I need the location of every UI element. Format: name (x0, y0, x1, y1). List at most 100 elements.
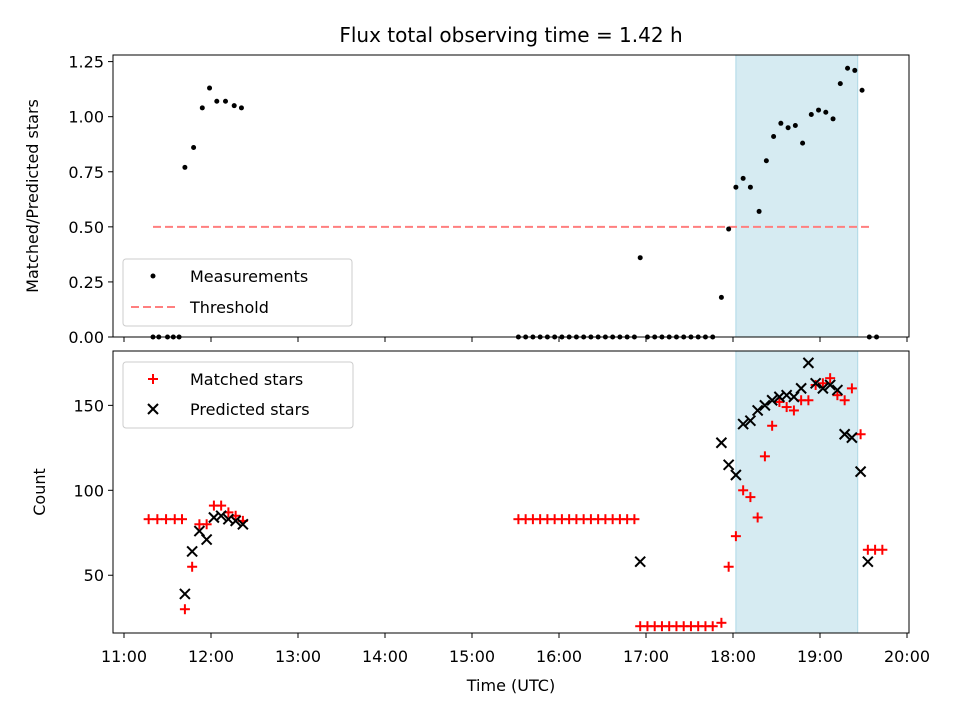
top-ytick-label: 0.25 (68, 273, 104, 292)
measurement-point (199, 105, 205, 111)
measurement-point (747, 184, 753, 190)
bottom-legend-frame (122, 361, 354, 429)
bottom-ytick-label: 50 (84, 566, 104, 585)
top-ytick-label: 0.00 (68, 328, 104, 347)
measurement-point (637, 255, 643, 261)
matched-point (774, 396, 785, 407)
legend-predicted: Predicted stars (190, 400, 310, 419)
legend-matched: Matched stars (190, 370, 303, 389)
matched-point (767, 420, 778, 431)
bottom-ticks: 50 100 150 11:00 12:00 13:00 14:00 15:00 16:00 17… (73, 396, 930, 666)
measurement-point (823, 109, 829, 115)
matched-point (143, 514, 154, 525)
legend-plus (148, 374, 158, 384)
predicted-point (722, 459, 735, 471)
measurement-point (852, 67, 858, 73)
top-ytick-label: 1.00 (68, 108, 104, 127)
predicted-point (802, 357, 815, 369)
predicted-point (208, 511, 220, 524)
predicted-point (200, 533, 213, 546)
measurement-point (214, 98, 220, 104)
predicted-point (751, 404, 764, 417)
predicted-point (766, 394, 778, 406)
bottom-legend: Matched stars Predicted stars (122, 361, 354, 429)
predicted-point (795, 382, 807, 395)
measurement-point (845, 65, 851, 71)
predicted-point (237, 518, 249, 530)
ratio-panel: Flux total observing time = 1.42 h 0.000… (23, 23, 910, 347)
bottom-xtick-label: 13:00 (275, 647, 321, 666)
legend-predicted-marker (147, 403, 159, 415)
matched-point (177, 514, 187, 525)
measurement-point (800, 140, 806, 146)
predicted-point (179, 588, 191, 600)
top-ytick-label: 1.25 (68, 53, 104, 72)
matched-point (716, 617, 727, 628)
matched-point (738, 485, 749, 496)
measurement-point (238, 105, 244, 111)
matched-point (788, 405, 799, 416)
matched-point (825, 373, 836, 384)
measurement-point (859, 87, 865, 93)
matched-point (832, 390, 843, 401)
matched-point (629, 514, 640, 525)
predicted-point (854, 465, 867, 478)
legend-measurements: Measurements (190, 267, 308, 286)
matched-point (846, 383, 857, 394)
legend-cross (147, 403, 159, 415)
measurement-point (223, 98, 228, 104)
bottom-xtick-label: 16:00 (536, 647, 582, 666)
measurement-point (816, 107, 822, 113)
matched-point (752, 512, 763, 523)
bottom-xtick-label: 18:00 (710, 647, 756, 666)
matched-point (759, 451, 770, 462)
matched-point (707, 621, 718, 632)
predicted-point (229, 515, 242, 527)
predicted-point (186, 545, 198, 558)
top-highlight-span (735, 54, 859, 338)
matched-point (817, 378, 828, 389)
x-axis-label: Time (UTC) (466, 676, 555, 695)
predicted-point (715, 437, 728, 449)
bottom-xtick-label: 15:00 (449, 647, 495, 666)
matched-point (745, 492, 756, 503)
top-ticks: 0.00 0.25 0.50 0.75 1.00 1.25 (68, 53, 908, 347)
measurement-point (207, 85, 213, 91)
predicted-point (846, 431, 858, 444)
top-ylabel: Matched/Predicted stars (23, 99, 42, 293)
legend-matched-marker (148, 374, 158, 384)
bottom-xtick-label: 12:00 (188, 647, 234, 666)
predicted-point (215, 510, 227, 522)
measurement-point (231, 103, 237, 109)
measurement-point (771, 134, 777, 140)
chart-title: Flux total observing time = 1.42 h (339, 23, 682, 47)
predicted-point (634, 555, 646, 568)
measurement-point (837, 81, 843, 87)
top-ytick-label: 0.75 (68, 163, 104, 182)
bottom-xtick-label: 20:00 (884, 647, 930, 666)
bottom-xtick-label: 14:00 (362, 647, 408, 666)
bottom-xtick-label: 11:00 (101, 647, 147, 666)
measurement-point (733, 184, 739, 190)
matched-point (161, 514, 172, 525)
measurement-point (785, 125, 791, 131)
bottom-marks (143, 357, 888, 632)
matched-point (839, 395, 850, 406)
matched-point (877, 544, 888, 555)
top-ytick-label: 0.50 (68, 218, 104, 237)
measurement-point (740, 175, 746, 181)
predicted-point (817, 382, 829, 395)
matched-point (216, 500, 227, 511)
matched-point (179, 604, 190, 615)
measurement-point (756, 208, 762, 214)
measurement-point (718, 294, 724, 300)
matched-point (723, 561, 734, 572)
measurement-point (830, 116, 836, 122)
count-panel: 50 100 150 11:00 12:00 13:00 14:00 15:00 16:00 17… (30, 350, 930, 695)
predicted-point (744, 414, 757, 427)
predicted-point (759, 399, 771, 412)
bottom-ylabel: Count (30, 468, 49, 516)
legend-threshold: Threshold (189, 298, 269, 317)
predicted-point (831, 384, 844, 396)
bottom-xtick-label: 19:00 (797, 647, 843, 666)
